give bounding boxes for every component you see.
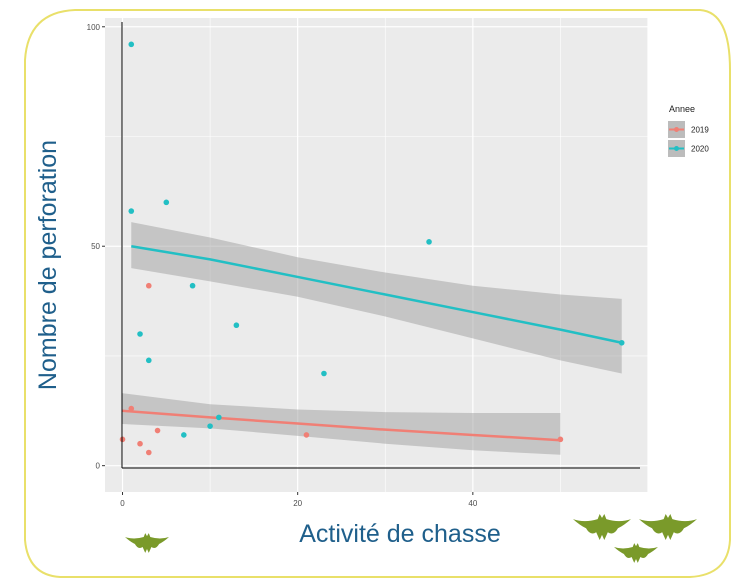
data-point-2019 xyxy=(137,440,143,447)
bat-icon xyxy=(573,513,631,541)
fit-line-2019 xyxy=(122,409,561,442)
data-point-2020 xyxy=(207,423,213,429)
data-point-2019 xyxy=(145,449,152,456)
bat-icon xyxy=(125,533,169,553)
legend-label-2020: 2020 xyxy=(691,145,709,154)
data-points xyxy=(119,41,625,456)
x-tick-label: 0 xyxy=(120,499,125,508)
legend-dot-2020 xyxy=(674,146,679,151)
data-point-2020 xyxy=(181,432,187,438)
legend-label-2019: 2019 xyxy=(691,126,709,135)
confidence-band-2020 xyxy=(131,222,622,374)
confidence-bands xyxy=(122,222,622,455)
bat-icon xyxy=(639,513,697,541)
y-tick-label: 100 xyxy=(87,23,101,32)
tick-labels: 0 20 40 0 50 100 xyxy=(87,23,478,508)
data-point-2019 xyxy=(128,405,135,412)
data-point-2019 xyxy=(119,436,126,443)
confidence-band-2019 xyxy=(122,393,561,455)
data-point-2020 xyxy=(145,357,152,364)
data-point-2019 xyxy=(145,282,152,289)
legend-dot-2019 xyxy=(674,127,679,132)
y-axis-title: Nombre de perforation xyxy=(34,140,62,390)
data-point-2020 xyxy=(618,339,625,346)
fit-line-2020 xyxy=(131,244,622,344)
legend: Annee 2019 2020 xyxy=(668,104,709,157)
legend-title: Annee xyxy=(669,104,695,114)
data-point-2020 xyxy=(426,239,432,245)
data-point-2020 xyxy=(137,331,143,337)
data-point-2020 xyxy=(128,41,135,48)
y-tick-label: 50 xyxy=(91,242,100,251)
data-point-2019 xyxy=(303,432,310,438)
fit-lines xyxy=(122,244,622,442)
data-point-2020 xyxy=(128,208,135,214)
x-tick-label: 40 xyxy=(468,499,477,508)
data-point-2020 xyxy=(216,414,222,421)
data-point-2020 xyxy=(233,322,240,329)
data-point-2020 xyxy=(321,370,327,377)
x-axis-title: Activité de chasse xyxy=(299,520,501,548)
data-point-2019 xyxy=(154,427,161,434)
y-tick-label: 0 xyxy=(96,462,101,471)
axes xyxy=(121,22,640,469)
x-tick-label: 20 xyxy=(293,499,302,508)
bat-icon xyxy=(614,543,658,563)
bat-decorations xyxy=(125,513,697,563)
data-point-2020 xyxy=(163,199,170,206)
data-point-2020 xyxy=(189,282,196,289)
y-axis-title-box: Nombre de perforation xyxy=(34,140,62,390)
data-point-2019 xyxy=(557,436,564,443)
